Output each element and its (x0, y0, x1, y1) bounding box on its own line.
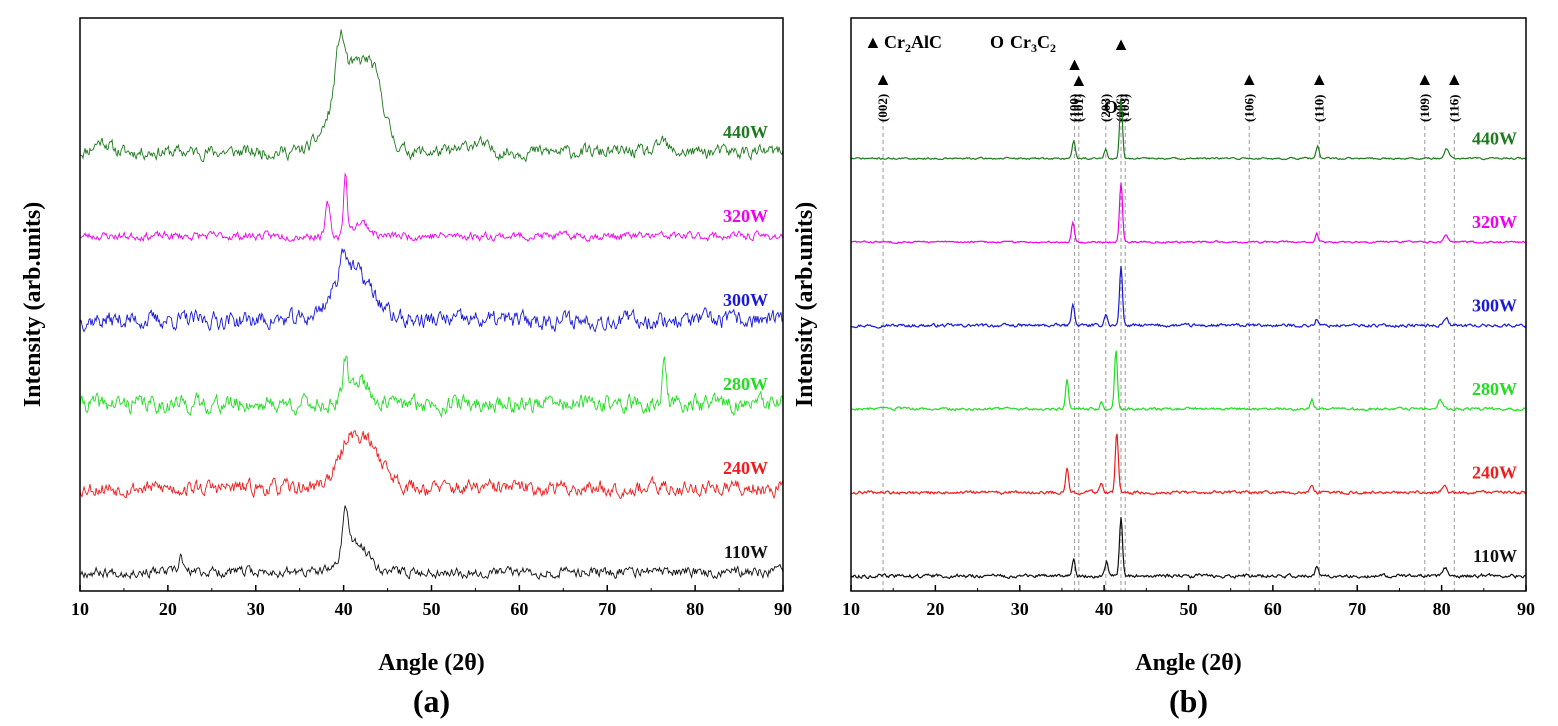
x-tick-label: 20 (159, 599, 177, 619)
x-tick-label: 70 (1348, 599, 1366, 619)
x-tick-label: 50 (423, 599, 441, 619)
hkl-label: (109) (1417, 94, 1432, 122)
x-tick-label: 10 (842, 599, 860, 619)
hkl-label: (002) (875, 94, 890, 122)
cr2alc-marker: ▲ (1310, 69, 1328, 89)
cr2alc-marker: ▲ (1070, 70, 1088, 90)
chart-panel-b: (002)▲(100)▲(101)▲(203)O(006)▲(103) (106)… (792, 17, 1535, 719)
series-label: 240W (1472, 463, 1517, 483)
cr2alc-marker: ▲ (1416, 69, 1434, 89)
series-line-300W (79, 248, 784, 333)
cr2alc-marker: ▲ (874, 69, 892, 89)
cr2alc-marker: ▲ (1112, 34, 1130, 54)
x-tick-label: 60 (510, 599, 528, 619)
series-line-110W (79, 505, 784, 581)
series-line-320W (79, 172, 784, 243)
series-label: 300W (1472, 296, 1517, 316)
series-label: 280W (723, 374, 768, 394)
x-tick-label: 70 (598, 599, 616, 619)
cr2alc-marker: ▲ (1066, 54, 1084, 74)
series-label: 110W (1473, 546, 1517, 566)
hkl-label: (203) (1098, 94, 1113, 122)
series-label: 280W (1472, 379, 1517, 399)
x-tick-label: 20 (926, 599, 944, 619)
series-label: 440W (723, 122, 768, 142)
hkl-label: (100) (1067, 94, 1082, 122)
y-axis-label: Intensity (arb.units) (792, 202, 818, 407)
legend: ▲ Cr2AlC O Cr3C2 (864, 32, 1056, 55)
x-axis-label: Angle (2θ) (378, 650, 485, 676)
plot-frame (79, 17, 784, 592)
series-line-280W (850, 350, 1527, 412)
series-label: 300W (723, 290, 768, 310)
hkl-label: (116) (1446, 95, 1461, 122)
x-tick-label: 80 (686, 599, 704, 619)
x-tick-label: 60 (1264, 599, 1282, 619)
series-label: 320W (723, 206, 768, 226)
x-tick-label: 90 (1517, 599, 1535, 619)
x-tick-label: 90 (774, 599, 792, 619)
x-tick-label: 40 (1095, 599, 1113, 619)
cr2alc-marker: ▲ (1445, 69, 1463, 89)
x-tick-label: 40 (335, 599, 353, 619)
hkl-label: (110) (1311, 95, 1326, 122)
legend-entry: Cr2AlC (884, 32, 942, 55)
y-axis-label: Intensity (arb.units) (20, 202, 46, 407)
chart-panel-a: 440W 320W 300W 280W 240W 110W 10 20 30 40 50 60 70 80… (20, 17, 792, 719)
legend-entry: Cr3C2 (1010, 32, 1056, 55)
series-line-440W (79, 29, 784, 163)
series-line-320W (850, 182, 1527, 245)
panel-label: (b) (1169, 683, 1208, 719)
circle-icon: O (990, 32, 1004, 52)
series-label: 240W (723, 458, 768, 478)
series-line-240W (79, 430, 784, 500)
hkl-label: (101) (1071, 94, 1086, 122)
x-axis-label: Angle (2θ) (1135, 650, 1242, 676)
cr3c2-marker: O (1104, 97, 1118, 117)
series-label: 110W (724, 542, 768, 562)
x-tick-label: 30 (247, 599, 265, 619)
series-line-240W (850, 433, 1527, 496)
hkl-label: (106) (1241, 94, 1256, 122)
series-label: 440W (1472, 129, 1517, 149)
x-tick-label: 30 (1011, 599, 1029, 619)
series-label: 320W (1472, 212, 1517, 232)
x-tick-label: 10 (71, 599, 89, 619)
panel-label: (a) (413, 683, 450, 719)
series-line-280W (79, 355, 784, 419)
cr2alc-marker: ▲ (1240, 69, 1258, 89)
series-line-110W (850, 517, 1527, 580)
x-tick-label: 50 (1180, 599, 1198, 619)
series-line-300W (850, 265, 1527, 329)
series-line-440W (850, 99, 1527, 161)
triangle-icon: ▲ (864, 32, 882, 52)
x-tick-label: 80 (1433, 599, 1451, 619)
